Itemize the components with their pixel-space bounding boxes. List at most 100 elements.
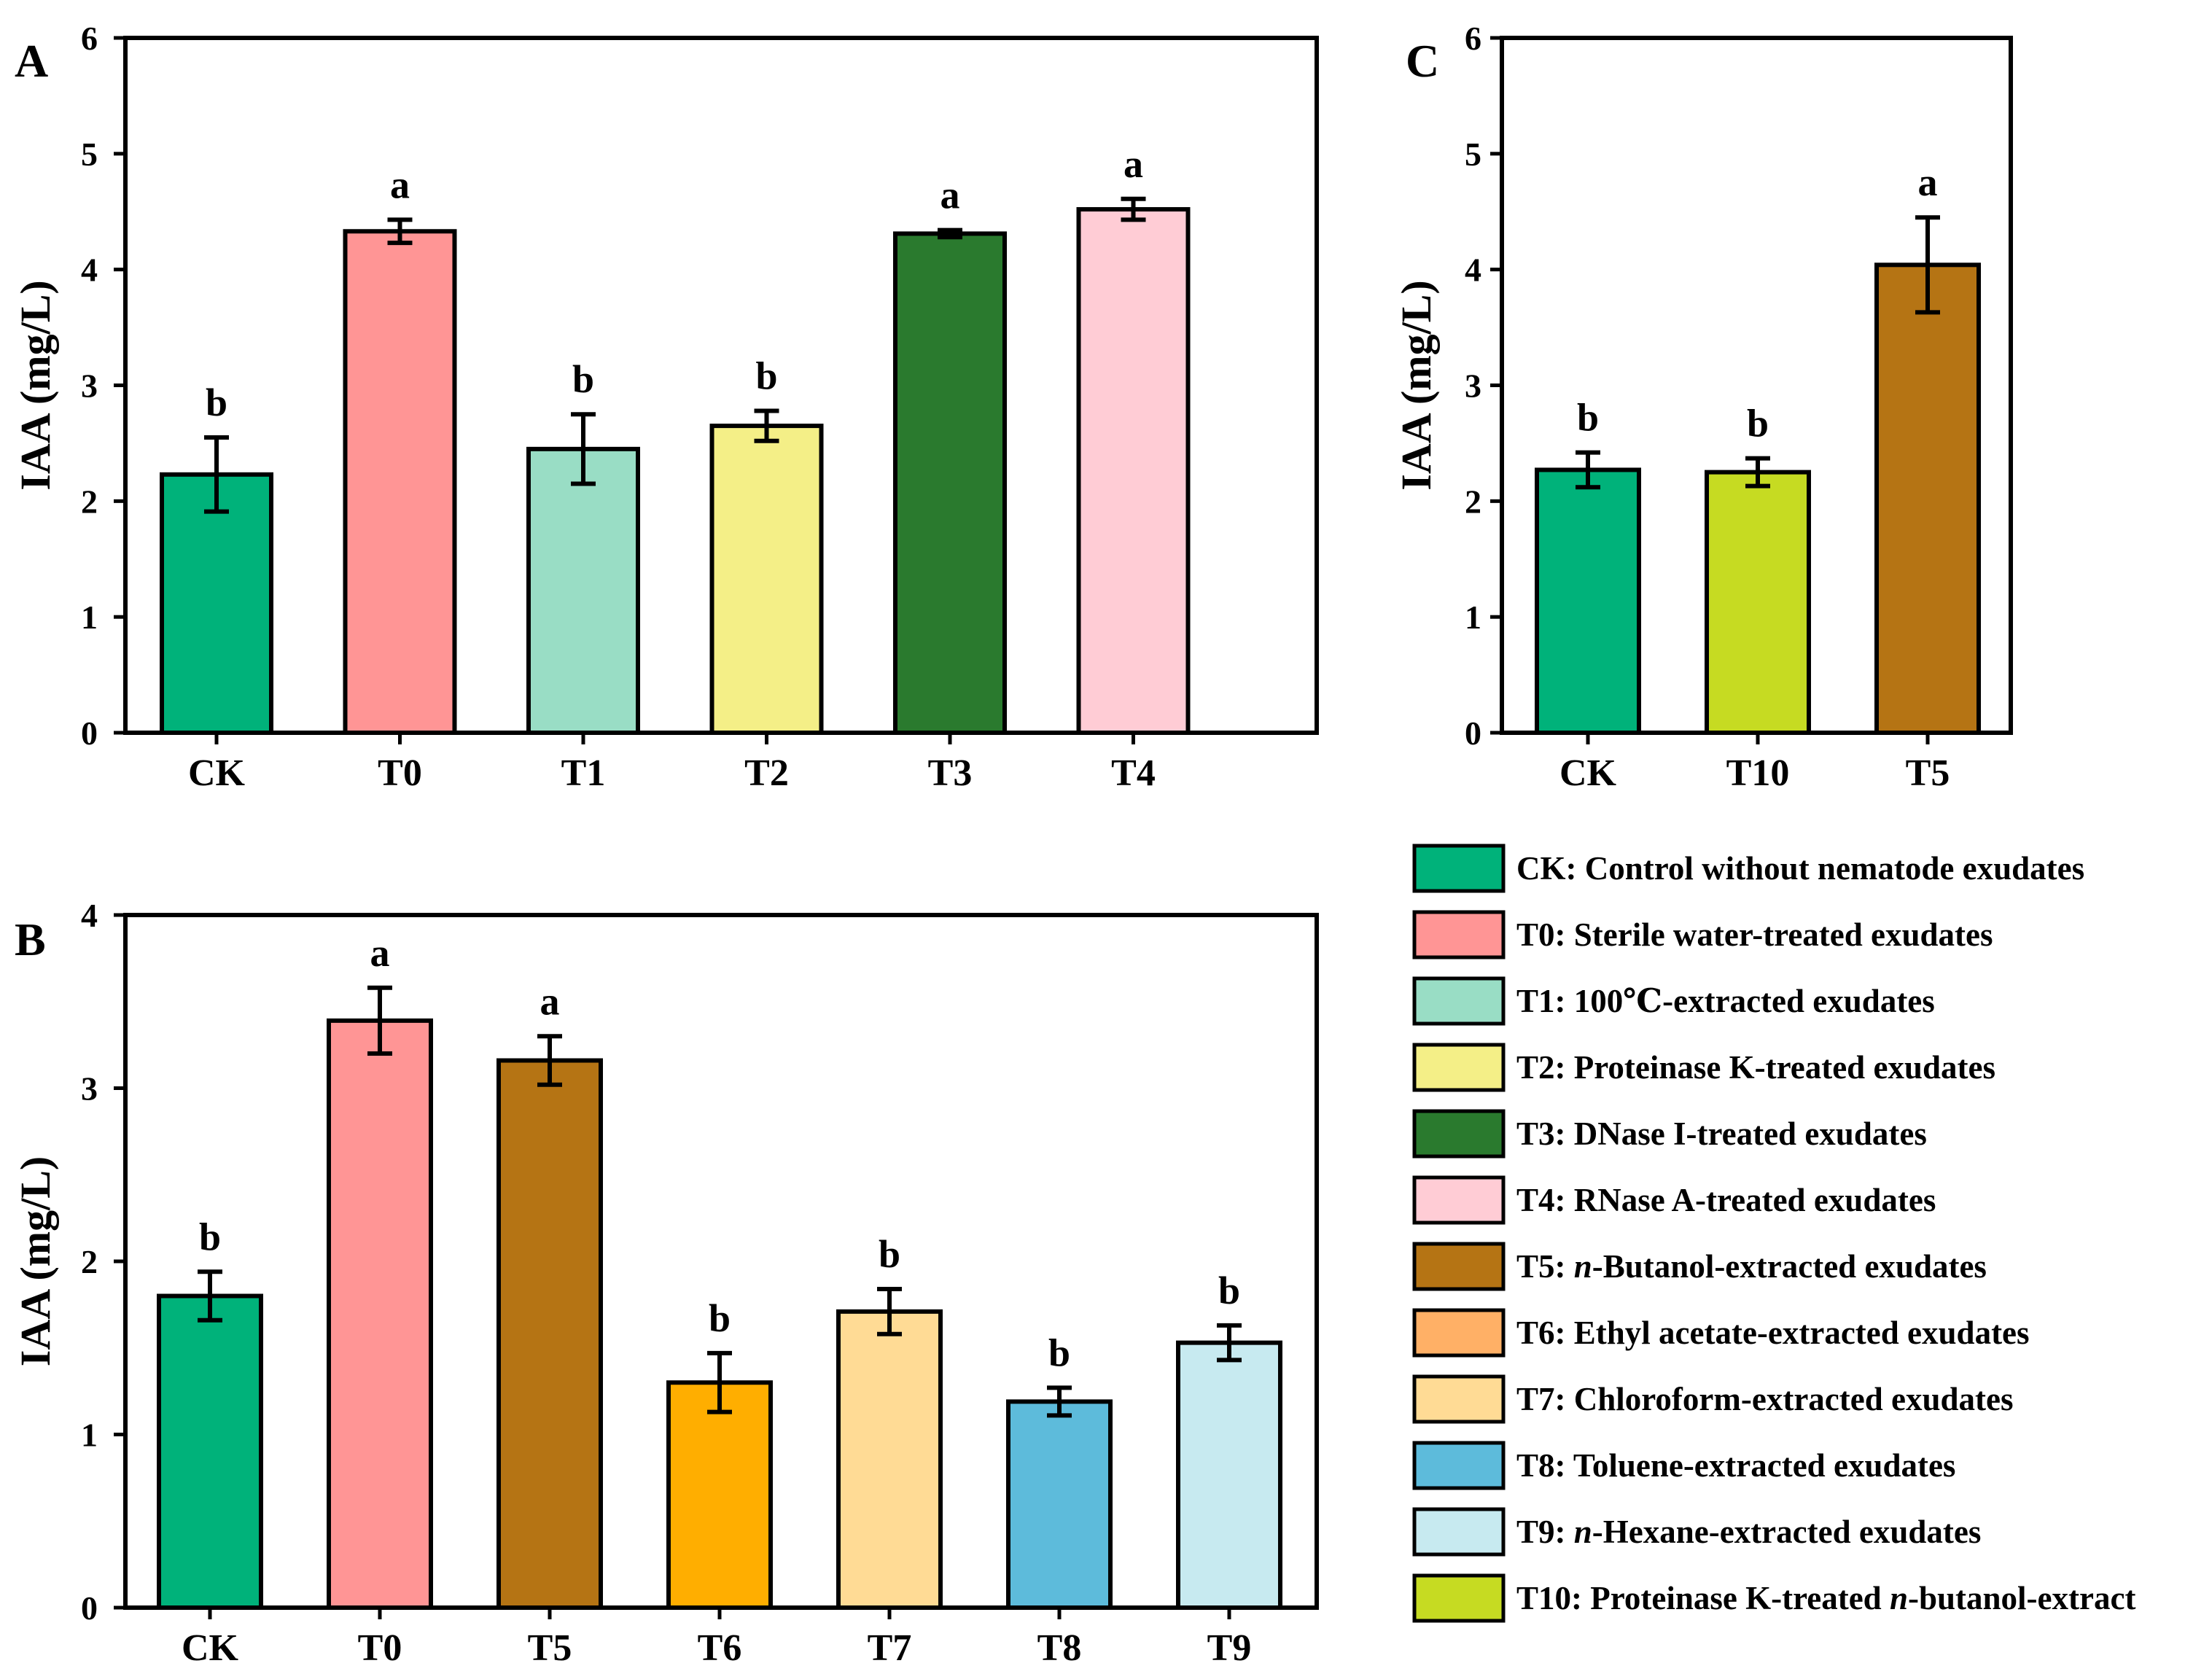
bar-t3 bbox=[893, 231, 1007, 735]
legend-label-part: -Hexane-extracted exudates bbox=[1592, 1514, 1982, 1550]
x-category-label: T8 bbox=[1037, 1627, 1082, 1669]
x-category-label: CK bbox=[182, 1627, 239, 1669]
significance-letter: b bbox=[199, 1215, 221, 1258]
x-category-label: T5 bbox=[1906, 752, 1950, 794]
legend-swatch bbox=[1412, 910, 1506, 959]
y-tick-label: 4 bbox=[81, 252, 98, 289]
x-category-label: T2 bbox=[744, 752, 789, 794]
y-axis-title: IAA (mg/L) bbox=[12, 1156, 59, 1366]
legend-label-part: T10: Proteinase K-treated bbox=[1516, 1580, 1890, 1616]
legend-swatch bbox=[1412, 1308, 1506, 1358]
significance-letter: b bbox=[879, 1232, 900, 1276]
legend-label: T0: Sterile water-treated exudates bbox=[1516, 916, 1993, 953]
significance-letter: a bbox=[370, 931, 390, 975]
y-tick-label: 2 bbox=[81, 1243, 98, 1280]
significance-letter: b bbox=[1577, 396, 1599, 440]
panel-c-chart: 0 1 2 3 4 5 6 IAA (mg/L) Cb CK b T10 a T5 bbox=[1393, 20, 2013, 794]
y-tick-label: 0 bbox=[81, 715, 98, 752]
legend-swatch bbox=[1412, 976, 1506, 1026]
y-tick-label: 4 bbox=[81, 897, 98, 934]
x-category-label: T6 bbox=[698, 1627, 742, 1669]
significance-letter: a bbox=[941, 174, 960, 217]
y-tick-label: 5 bbox=[1465, 136, 1481, 173]
x-category-label: T1 bbox=[561, 752, 606, 794]
x-category-label: T5 bbox=[528, 1627, 572, 1669]
y-axis-title: IAA (mg/L) bbox=[1393, 280, 1440, 490]
legend-label-part: n bbox=[1574, 1248, 1592, 1285]
significance-letter: a bbox=[390, 163, 410, 206]
legend-swatch bbox=[1412, 1175, 1506, 1225]
x-category-label: CK bbox=[188, 752, 246, 794]
y-tick-label: 1 bbox=[81, 599, 98, 636]
legend-swatch bbox=[1412, 1374, 1506, 1424]
y-tick-label: 3 bbox=[81, 1070, 98, 1107]
x-category-label: CK bbox=[1559, 752, 1617, 794]
legend-label: T8: Toluene-extracted exudates bbox=[1516, 1447, 1955, 1484]
bar-ck bbox=[1535, 467, 1641, 735]
legend-label: CK: Control without nematode exudates bbox=[1516, 850, 2084, 887]
significance-letter: a bbox=[540, 979, 560, 1023]
bar-t0 bbox=[327, 1018, 433, 1610]
legend-label: T3: DNase I-treated exudates bbox=[1516, 1116, 1927, 1152]
legend-label: T7: Chloroform-extracted exudates bbox=[1516, 1381, 2014, 1417]
bar-t8 bbox=[1006, 1399, 1113, 1610]
y-tick-label: 6 bbox=[1465, 20, 1481, 57]
y-tick-label: 2 bbox=[81, 483, 98, 520]
legend-label: T4: RNase A-treated exudates bbox=[1516, 1182, 1936, 1218]
y-tick-label: 3 bbox=[1465, 367, 1481, 405]
x-category-label: T4 bbox=[1111, 752, 1156, 794]
legend-swatch bbox=[1412, 1043, 1506, 1092]
legend-label-part: T1: 100℃-extracted exudates bbox=[1516, 983, 1935, 1019]
significance-letter: b bbox=[1218, 1269, 1240, 1312]
x-category-label: T10 bbox=[1726, 752, 1790, 794]
bar-t6 bbox=[666, 1380, 773, 1610]
bar-ck bbox=[157, 1293, 263, 1610]
legend-label-part: T3: DNase I-treated exudates bbox=[1516, 1116, 1927, 1152]
significance-letter: a bbox=[1123, 142, 1143, 186]
y-tick-label: 5 bbox=[81, 136, 98, 173]
significance-letter: b bbox=[755, 354, 777, 397]
y-tick-label: 6 bbox=[81, 20, 98, 57]
legend-label-part: T5: bbox=[1516, 1248, 1574, 1285]
legend-label: T2: Proteinase K-treated exudates bbox=[1516, 1049, 1995, 1086]
y-tick-label: 4 bbox=[1465, 252, 1481, 289]
significance-letter: b bbox=[709, 1296, 731, 1340]
bar-t1 bbox=[526, 446, 640, 735]
legend-swatch bbox=[1412, 1109, 1506, 1159]
legend-label: T10: Proteinase K-treated n-butanol-extr… bbox=[1516, 1580, 2135, 1616]
legend-label-part: n bbox=[1890, 1580, 1908, 1616]
y-tick-label: 2 bbox=[1465, 483, 1481, 520]
legend-label-part: -Butanol-extracted exudates bbox=[1592, 1248, 1987, 1285]
legend-label-part: T6: Ethyl acetate-extracted exudates bbox=[1516, 1315, 2030, 1351]
bar-t2 bbox=[709, 424, 824, 735]
x-category-label: T9 bbox=[1207, 1627, 1252, 1669]
legend-swatch bbox=[1412, 1573, 1506, 1623]
significance-letter: b bbox=[572, 357, 594, 401]
legend-label: T5: n-Butanol-extracted exudates bbox=[1516, 1248, 1987, 1285]
significance-letter: a bbox=[1918, 160, 1938, 204]
panel-label: C bbox=[1406, 35, 1439, 87]
legend-label-part: T7: Chloroform-extracted exudates bbox=[1516, 1381, 2014, 1417]
legend-label: T6: Ethyl acetate-extracted exudates bbox=[1516, 1315, 2030, 1351]
x-category-label: T0 bbox=[378, 752, 422, 794]
legend-label-part: CK: Control without nematode exudates bbox=[1516, 850, 2084, 887]
panel-a-chart: 0 1 2 3 4 5 6 IAA (mg/L) Ab CK a T0 b T1 b T2 a T3 a T4 bbox=[12, 20, 1319, 794]
legend-label-part: T4: RNase A-treated exudates bbox=[1516, 1182, 1936, 1218]
bar-ck bbox=[160, 472, 273, 736]
bar-t5 bbox=[496, 1058, 603, 1610]
y-tick-label: 1 bbox=[81, 1417, 98, 1454]
y-tick-label: 1 bbox=[1465, 599, 1481, 636]
legend-label-part: n bbox=[1574, 1514, 1592, 1550]
x-category-label: T7 bbox=[868, 1627, 912, 1669]
legend-label-part: T9: bbox=[1516, 1514, 1574, 1550]
legend-swatch bbox=[1412, 844, 1506, 893]
legend-label-part: T2: Proteinase K-treated exudates bbox=[1516, 1049, 1995, 1086]
x-category-label: T0 bbox=[358, 1627, 402, 1669]
legend-swatch bbox=[1412, 1507, 1506, 1557]
legend-label-part: T0: Sterile water-treated exudates bbox=[1516, 916, 1993, 953]
legend-swatch bbox=[1412, 1441, 1506, 1490]
significance-letter: b bbox=[206, 381, 227, 424]
bar-t9 bbox=[1176, 1340, 1282, 1610]
bar-t5 bbox=[1874, 262, 1981, 735]
